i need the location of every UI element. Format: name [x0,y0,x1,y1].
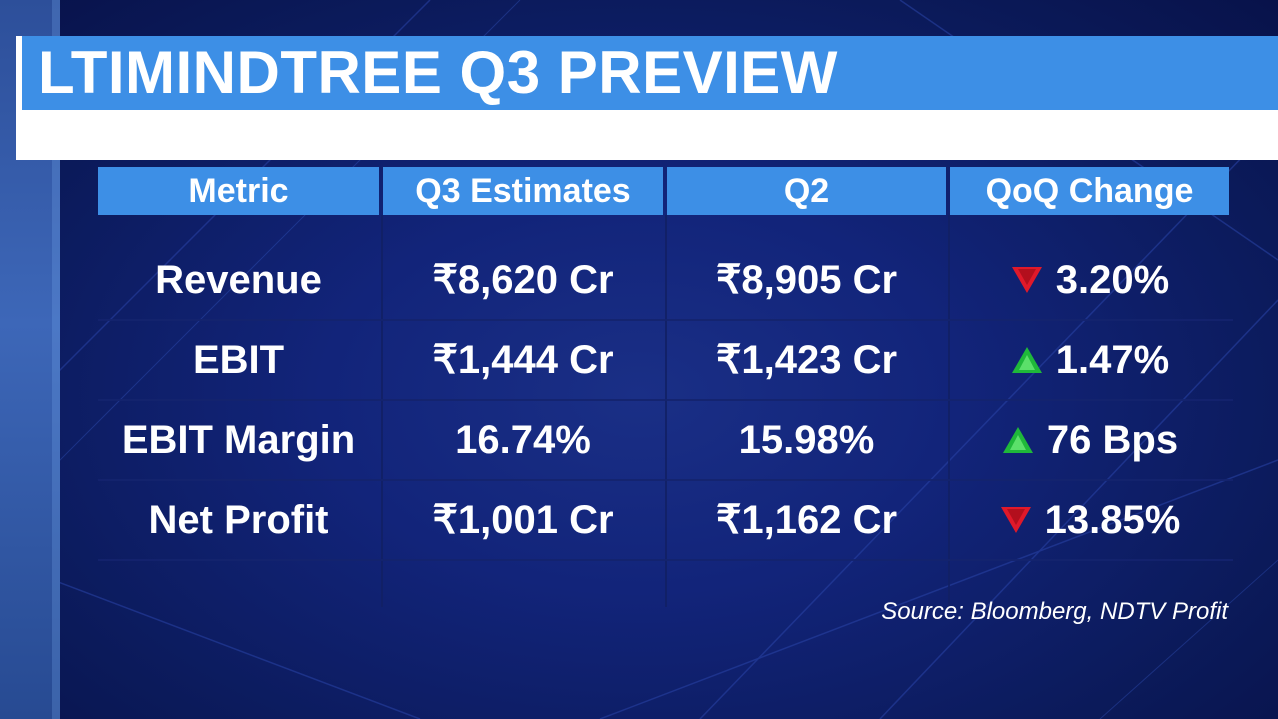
q3-estimate-cell: ₹1,444 Cr [432,338,614,382]
q2-cell: ₹1,162 Cr [715,498,898,542]
down-triangle-icon [1000,507,1031,533]
qoq-change-value: 13.85% [1044,497,1181,542]
metric-cell: EBIT Margin [121,417,356,462]
table-row: Net Profit ₹1,001 Cr ₹1,162 Cr 13.85% [98,481,1233,561]
qoq-change-value: 3.20% [1055,257,1170,302]
table-row: EBIT Margin 16.74% 15.98% 76 Bps [98,401,1233,481]
up-triangle-icon [1011,347,1042,373]
page-title: LTIMINDTREE Q3 PREVIEW [38,39,838,106]
qoq-change-cell: 76 Bps [950,401,1229,479]
table-row: Revenue ₹8,620 Cr ₹8,905 Cr 3.20% [98,241,1233,321]
q3-estimate-cell: 16.74% [455,417,591,462]
q2-cell: ₹8,905 Cr [715,258,898,302]
metric-cell: Net Profit [148,497,329,542]
header-metric: Metric [98,167,379,215]
metric-cell: EBIT [192,337,285,382]
table-row: EBIT ₹1,444 Cr ₹1,423 Cr 1.47% [98,321,1233,401]
title-edge-accent [16,36,22,160]
header-qoq-change: QoQ Change [950,167,1229,215]
source-caption: Source: Bloomberg, NDTV Profit [881,598,1228,625]
column-divider [381,215,383,607]
subtitle-bar [22,110,1278,160]
down-triangle-icon [1011,267,1042,293]
q3-estimate-cell: ₹8,620 Cr [432,258,614,302]
column-divider [948,215,950,607]
metric-cell: Revenue [155,257,322,302]
column-divider [665,215,667,607]
up-triangle-icon [1002,427,1033,453]
qoq-change-cell: 1.47% [950,321,1229,399]
q2-cell: ₹1,423 Cr [715,338,898,382]
qoq-change-value: 1.47% [1055,337,1170,382]
title-bar [22,36,1278,110]
qoq-change-cell: 13.85% [950,481,1229,559]
qoq-change-cell: 3.20% [950,241,1229,319]
q3-estimate-cell: ₹1,001 Cr [432,498,614,542]
qoq-change-value: 76 Bps [1046,417,1179,462]
header-q2: Q2 [667,167,946,215]
q2-cell: 15.98% [738,417,875,462]
header-q3-estimates: Q3 Estimates [383,167,663,215]
